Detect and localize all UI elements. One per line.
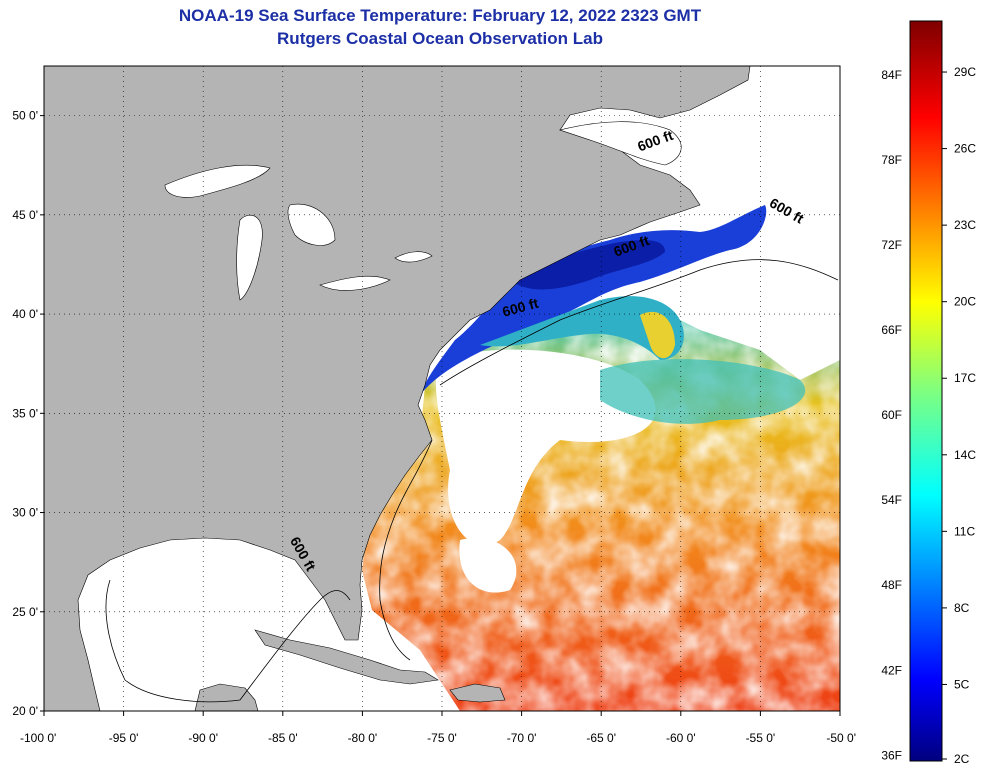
colorbar [909,20,943,762]
colorbar-c-label: 8C [954,601,970,615]
land-cuba [254,629,439,685]
great-lakes [164,164,433,301]
lon-tick-label: -50 0' [826,731,856,745]
colorbar-f-label: 36F [881,748,902,762]
colorbar-celsius-ticks: 29C 26C 23C 20C 17C 14C 11C 8C 5C 2C [942,65,976,766]
colorbar-c-label: 2C [954,752,970,766]
colorbar-f-label: 72F [881,238,902,252]
lon-tick-label: -85 0' [268,731,298,745]
colorbar-fahrenheit-ticks: 84F 78F 72F 66F 60F 54F 48F 42F 36F [881,68,902,762]
lon-tick-label: -70 0' [507,731,537,745]
lat-tick-label: 30 0' [12,506,38,520]
lon-tick-label: -90 0' [188,731,218,745]
colorbar-c-label: 26C [954,142,976,156]
colorbar-f-label: 60F [881,408,902,422]
colorbar-c-label: 11C [954,524,975,538]
latitude-ticks: 20 0' 25 0' 30 0' 35 0' 40 0' 45 0' 50 0' [12,109,44,718]
colorbar-f-label: 54F [881,493,902,507]
lat-tick-label: 25 0' [12,605,38,619]
colorbar-f-label: 78F [881,153,902,167]
lon-tick-label: -65 0' [586,731,616,745]
lon-tick-label: -80 0' [348,731,378,745]
lon-tick-label: -75 0' [427,731,457,745]
lat-tick-label: 20 0' [12,704,38,718]
colorbar-c-label: 29C [954,65,976,79]
lat-tick-label: 50 0' [12,109,38,123]
lon-tick-label: -95 0' [109,731,139,745]
lat-tick-label: 35 0' [12,406,38,420]
colorbar-f-label: 66F [881,323,902,337]
colorbar-f-label: 48F [881,578,902,592]
longitude-ticks: -100 0' -95 0' -90 0' -85 0' -80 0' -75 0' -70… [20,711,856,745]
lon-tick-label: -60 0' [666,731,696,745]
map-subtitle: Rutgers Coastal Ocean Observation Lab [277,29,603,48]
colorbar-c-label: 17C [954,371,976,385]
sst-cold-region [420,205,806,424]
map-title: NOAA-19 Sea Surface Temperature: Februar… [178,6,702,25]
land-hispaniola [449,683,506,703]
lon-tick-label: -55 0' [746,731,776,745]
colorbar-c-label: 23C [954,218,976,232]
lon-tick-label: -100 0' [20,731,56,745]
colorbar-c-label: 5C [954,677,970,691]
colorbar-f-label: 42F [881,663,902,677]
lat-tick-label: 40 0' [12,307,38,321]
colorbar-f-label: 84F [881,68,902,82]
colorbar-c-label: 20C [954,295,976,309]
colorbar-c-label: 14C [954,448,976,462]
gulf-st-lawrence [558,121,682,166]
lat-tick-label: 45 0' [12,208,38,222]
depth-contour [105,259,839,703]
land-yucatan [194,683,259,711]
